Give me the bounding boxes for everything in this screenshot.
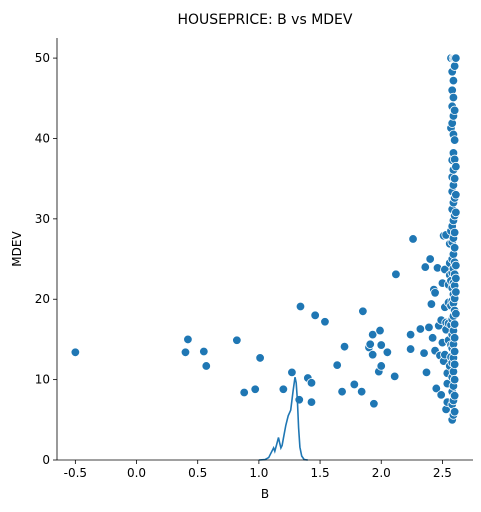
x-ticks: -0.5 0.0 0.5 1.0 1.5 2.0 2.5 <box>64 460 452 480</box>
scatter-point <box>451 207 461 218</box>
x-axis-label: B <box>261 487 269 501</box>
scatter-point <box>427 333 438 343</box>
scatter-point <box>337 386 347 397</box>
kde-line-layer <box>258 377 308 461</box>
y-tick-label: 40 <box>35 131 50 145</box>
scatter-point <box>391 269 401 280</box>
scatter-point <box>451 273 461 284</box>
scatter-point <box>250 384 260 394</box>
x-tick-label: 0.5 <box>188 466 207 480</box>
scatter-point <box>367 329 378 340</box>
scatter-point <box>278 384 289 394</box>
scatter-point <box>320 317 330 327</box>
scatter-point <box>415 324 426 334</box>
x-tick-label: 1.0 <box>249 466 268 480</box>
scatter-point <box>430 288 440 298</box>
scatter-point <box>449 390 460 401</box>
scatter-point <box>201 361 211 371</box>
scatter-point <box>424 322 434 333</box>
scatter-point <box>426 299 437 309</box>
scatter-point <box>421 367 432 378</box>
scatter-point <box>451 53 461 63</box>
scatter-point <box>449 346 460 357</box>
scatter-point <box>420 262 430 272</box>
y-tick-label: 50 <box>35 51 50 65</box>
scatter-point <box>306 397 317 407</box>
scatter-point <box>199 346 209 357</box>
scatter-point <box>448 75 459 86</box>
scatter-point <box>449 359 460 370</box>
scatter-point <box>255 353 265 363</box>
scatter-point <box>294 395 304 405</box>
scatter-point <box>449 319 460 329</box>
scatter-point <box>449 407 460 417</box>
scatter-point <box>369 399 379 409</box>
scatter-point <box>295 301 306 312</box>
scatter-point <box>239 387 249 398</box>
scatter-point <box>310 310 320 321</box>
scatter-point <box>349 379 360 390</box>
scatter-point <box>382 347 393 357</box>
scatter-point <box>367 350 378 360</box>
scatter-point <box>449 105 460 116</box>
x-tick-label: 0.0 <box>127 466 146 480</box>
scatter-point <box>376 361 386 371</box>
scatter-point <box>332 360 342 370</box>
scatter-point <box>375 325 385 336</box>
scatter-point <box>389 371 400 382</box>
scatter-point <box>451 287 461 297</box>
scatter-point <box>425 254 435 264</box>
scatter-point <box>449 61 460 71</box>
scatter-point <box>408 234 418 244</box>
y-ticks: 0 10 20 30 40 50 <box>35 51 57 467</box>
scatter-point <box>449 243 460 253</box>
y-axis-label: MDEV <box>10 231 24 267</box>
scatter-point <box>451 309 461 319</box>
x-tick-label: 2.0 <box>372 466 391 480</box>
scatter-point <box>449 173 460 184</box>
scatter-point <box>358 306 368 316</box>
scatter-point <box>183 334 193 345</box>
scatter-point <box>449 227 460 238</box>
x-tick-label: -0.5 <box>64 466 87 480</box>
y-tick-label: 30 <box>35 212 50 226</box>
scatter-point <box>180 347 191 357</box>
scatter-point <box>306 378 317 388</box>
scatter-point <box>339 341 350 352</box>
kde-line <box>258 377 308 461</box>
scatter-point <box>451 190 461 200</box>
scatter-layer <box>70 53 461 425</box>
scatter-point <box>376 340 386 350</box>
x-tick-label: 2.5 <box>433 466 452 480</box>
scatter-point <box>405 344 416 354</box>
scatter-point <box>436 390 446 400</box>
y-tick-label: 20 <box>35 292 50 306</box>
scatter-point <box>449 374 460 385</box>
scatter-point <box>449 333 460 343</box>
scatter-point <box>356 386 367 397</box>
scatter-point <box>431 383 441 394</box>
scatter-point <box>448 92 459 103</box>
y-tick-label: 10 <box>35 373 50 387</box>
y-tick-label: 0 <box>42 453 50 467</box>
scatter-point <box>419 348 429 358</box>
x-tick-label: 1.5 <box>311 466 330 480</box>
scatter-point <box>405 329 416 340</box>
scatter-point <box>451 260 461 271</box>
scatter-point <box>287 367 297 378</box>
scatter-point <box>232 335 242 345</box>
scatter-point <box>70 347 81 357</box>
scatter-point <box>365 339 375 349</box>
scatter-point <box>451 161 461 172</box>
scatter-point <box>449 135 460 145</box>
chart-title: HOUSEPRICE: B vs MDEV <box>178 12 353 28</box>
